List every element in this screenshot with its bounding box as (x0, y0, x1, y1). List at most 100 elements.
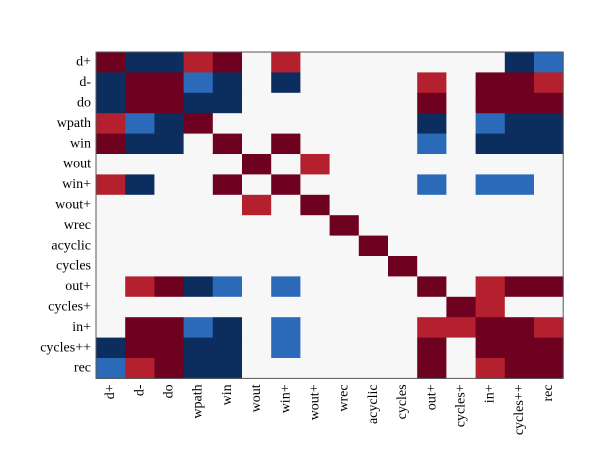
heatmap-cell-winp-win (212, 174, 243, 196)
heatmap-cell-wout-do (154, 154, 184, 175)
heatmap-cell-wpath-dp (96, 113, 126, 134)
heatmap-cell-dp-inp (475, 52, 506, 73)
heatmap-cell-wout-dp (96, 154, 126, 175)
heatmap-cell-cyclespp-wpath (183, 337, 214, 359)
heatmap-cell-wrec-do (154, 215, 184, 236)
heatmap-cell-outp-cyclespp (504, 276, 535, 298)
heatmap-cell-winp-wout (242, 174, 272, 196)
heatmap-cell-win-win (212, 133, 243, 155)
heatmap-cell-winp-outp (417, 174, 447, 196)
heatmap-cell-win-dm (125, 133, 155, 155)
heatmap-cell-outp-outp (417, 276, 447, 298)
heatmap-cell-wout-inp (475, 154, 506, 175)
heatmap-cell-do-do (154, 92, 184, 114)
heatmap-cell-woutp-cycles (388, 194, 418, 216)
column-label-acyclic: acyclic (366, 384, 381, 424)
heatmap-cell-dp-woutp (300, 52, 330, 73)
heatmap-cell-woutp-wpath (183, 194, 214, 216)
heatmap-cell-dm-outp (417, 72, 447, 94)
column-label-cyclesp: cycles+ (454, 384, 469, 427)
heatmap-cell-dm-woutp (300, 72, 330, 94)
heatmap-cell-cycles-cycles (388, 256, 418, 277)
heatmap-cell-cyclesp-cyclespp (504, 296, 535, 318)
heatmap-cell-wout-cyclespp (504, 154, 535, 175)
heatmap-cell-wout-wrec (329, 154, 360, 175)
heatmap-cell-woutp-inp (475, 194, 506, 216)
column-label-dm: d- (132, 384, 147, 396)
heatmap-cell-cyclespp-inp (475, 337, 506, 359)
heatmap-cell-woutp-dp (96, 194, 126, 216)
heatmap-cell-rec-cyclesp (446, 358, 476, 379)
heatmap-cell-outp-win (212, 276, 243, 298)
heatmap-cell-outp-cycles (388, 276, 418, 298)
heatmap-cell-inp-winp (271, 317, 301, 338)
heatmap-cell-cyclespp-cyclespp (504, 337, 535, 359)
heatmap-cell-outp-woutp (300, 276, 330, 298)
heatmap-cell-acyclic-do (154, 235, 184, 257)
heatmap-cell-dm-dp (96, 72, 126, 94)
heatmap-cell-wpath-win (212, 113, 243, 134)
heatmap-cell-inp-inp (475, 317, 506, 338)
heatmap-cell-do-win (212, 92, 243, 114)
heatmap-cell-acyclic-win (212, 235, 243, 257)
heatmap-cell-wout-acyclic (358, 154, 389, 175)
heatmap-cell-rec-acyclic (358, 358, 389, 379)
column-label-wout: wout (249, 384, 264, 412)
heatmap-cell-acyclic-wout (242, 235, 272, 257)
heatmap-cell-wrec-dm (125, 215, 155, 236)
heatmap-cell-cycles-winp (271, 256, 301, 277)
heatmap-cell-rec-wrec (329, 358, 360, 379)
row-label-rec: rec (74, 361, 91, 376)
heatmap-cell-cyclesp-dp (96, 296, 126, 318)
row-label-outp: out+ (65, 279, 91, 294)
heatmap-cell-win-cyclespp (504, 133, 535, 155)
heatmap-cell-wrec-win (212, 215, 243, 236)
heatmap-cell-woutp-cyclesp (446, 194, 476, 216)
heatmap-cell-dm-cycles (388, 72, 418, 94)
heatmap-cell-winp-do (154, 174, 184, 196)
heatmap-cell-woutp-winp (271, 194, 301, 216)
heatmap-cell-winp-acyclic (358, 174, 389, 196)
heatmap-cell-rec-winp (271, 358, 301, 379)
heatmap-cell-inp-woutp (300, 317, 330, 338)
heatmap-cell-win-wpath (183, 133, 214, 155)
row-label-cyclesp: cycles+ (48, 300, 91, 315)
heatmap-cell-rec-rec (534, 358, 564, 379)
heatmap-cell-cyclesp-rec (534, 296, 564, 318)
heatmap-cell-outp-rec (534, 276, 564, 298)
heatmap-cell-wout-win (212, 154, 243, 175)
heatmap-cell-winp-dm (125, 174, 155, 196)
heatmap-cell-dp-wrec (329, 52, 360, 73)
heatmap-cell-cycles-dp (96, 256, 126, 277)
row-label-inp: in+ (72, 320, 91, 335)
heatmap-cell-wpath-wout (242, 113, 272, 134)
heatmap-cell-win-rec (534, 133, 564, 155)
column-label-inp: in+ (483, 384, 498, 403)
heatmap-cell-do-dm (125, 92, 155, 114)
heatmap-cell-cyclespp-dp (96, 337, 126, 359)
heatmap-cell-inp-wrec (329, 317, 360, 338)
heatmap-cell-rec-inp (475, 358, 506, 379)
heatmap-cell-win-outp (417, 133, 447, 155)
heatmap-cell-do-cycles (388, 92, 418, 114)
heatmap-cell-wrec-cyclespp (504, 215, 535, 236)
heatmap-cell-acyclic-rec (534, 235, 564, 257)
heatmap-cell-woutp-dm (125, 194, 155, 216)
heatmap-cell-winp-winp (271, 174, 301, 196)
heatmap-cell-inp-wout (242, 317, 272, 338)
heatmap-cell-inp-outp (417, 317, 447, 338)
heatmap-cell-do-wrec (329, 92, 360, 114)
heatmap-cell-outp-cyclesp (446, 276, 476, 298)
heatmap-cell-dp-do (154, 52, 184, 73)
heatmap-cell-wout-wpath (183, 154, 214, 175)
heatmap-cell-acyclic-cyclespp (504, 235, 535, 257)
row-label-wout: wout (63, 157, 91, 172)
heatmap-cell-dp-outp (417, 52, 447, 73)
heatmap-cell-rec-do (154, 358, 184, 379)
heatmap-cell-cyclesp-wpath (183, 296, 214, 318)
heatmap-cell-rec-wout (242, 358, 272, 379)
heatmap-cell-cyclespp-cyclesp (446, 337, 476, 359)
heatmap-cell-cyclesp-winp (271, 296, 301, 318)
heatmap-cell-woutp-acyclic (358, 194, 389, 216)
